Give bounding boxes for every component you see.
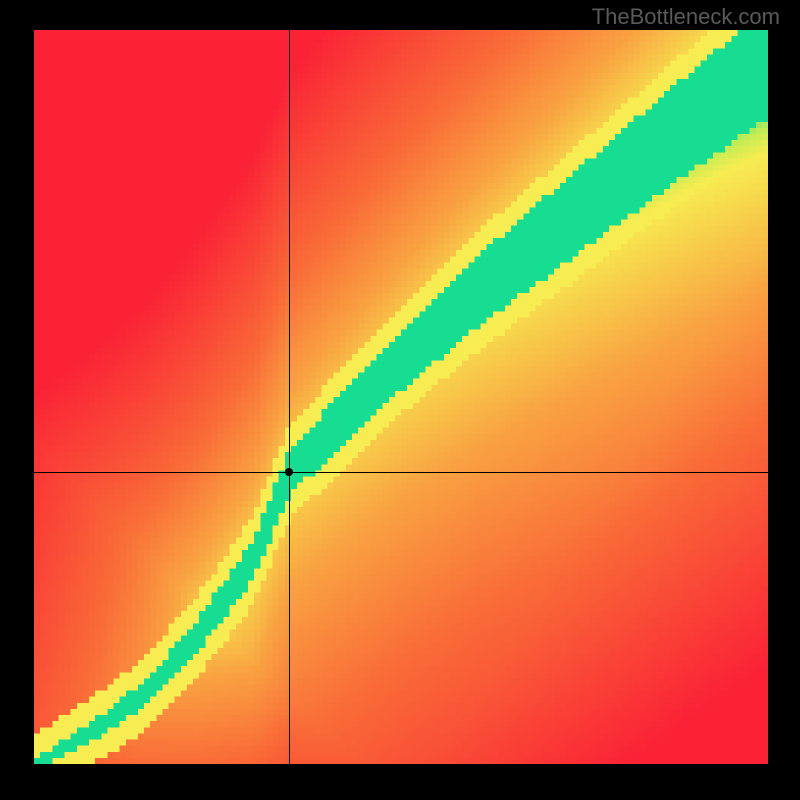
crosshair-vertical — [289, 30, 290, 764]
chart-container: TheBottleneck.com — [0, 0, 800, 800]
watermark-text: TheBottleneck.com — [592, 4, 780, 30]
crosshair-horizontal — [34, 472, 768, 473]
data-point-marker — [285, 468, 293, 476]
heatmap-plot — [34, 30, 768, 764]
